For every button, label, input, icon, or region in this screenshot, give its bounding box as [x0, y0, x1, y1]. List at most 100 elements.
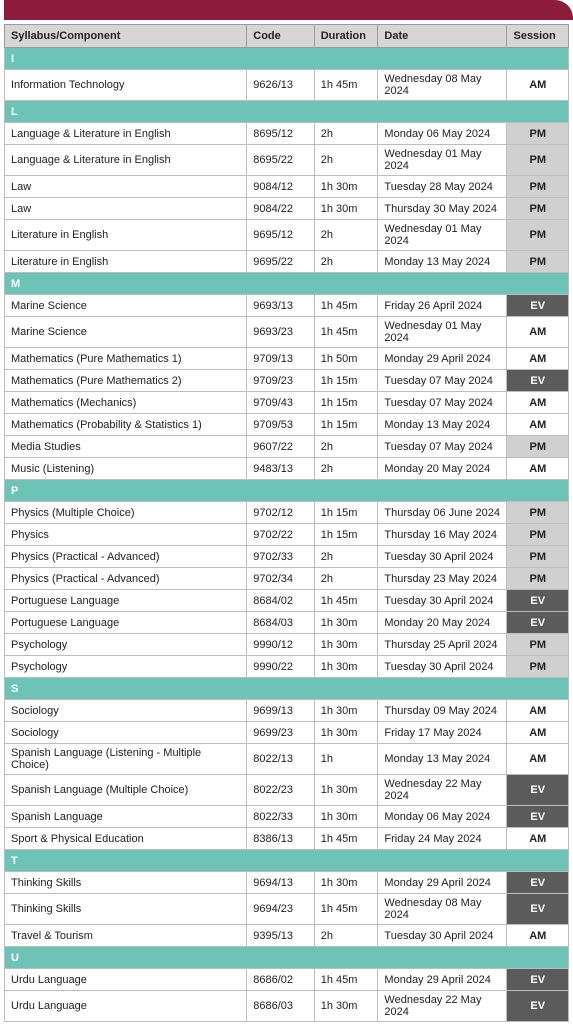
cell-code: 9990/12 [247, 634, 314, 656]
cell-syl: Physics [5, 524, 247, 546]
cell-date: Monday 29 April 2024 [378, 348, 507, 370]
table-row: Media Studies9607/222hTuesday 07 May 202… [5, 436, 569, 458]
cell-code: 9695/12 [247, 220, 314, 251]
section-letter: U [5, 947, 569, 969]
cell-syl: Mathematics (Pure Mathematics 2) [5, 370, 247, 392]
cell-syl: Sociology [5, 722, 247, 744]
table-row: Law9084/221h 30mThursday 30 May 2024PM [5, 198, 569, 220]
table-row: Physics9702/221h 15mThursday 16 May 2024… [5, 524, 569, 546]
cell-syl: Marine Science [5, 317, 247, 348]
cell-syl: Mathematics (Pure Mathematics 1) [5, 348, 247, 370]
header-syllabus: Syllabus/Component [5, 25, 247, 48]
table-row: Sociology9699/131h 30mThursday 09 May 20… [5, 700, 569, 722]
cell-code: 9702/12 [247, 502, 314, 524]
cell-code: 9694/13 [247, 872, 314, 894]
table-row: Marine Science9693/131h 45mFriday 26 Apr… [5, 295, 569, 317]
cell-code: 9626/13 [247, 70, 314, 101]
cell-dur: 1h 15m [314, 502, 378, 524]
cell-syl: Law [5, 198, 247, 220]
cell-date: Monday 06 May 2024 [378, 806, 507, 828]
header-duration: Duration [314, 25, 378, 48]
cell-date: Tuesday 28 May 2024 [378, 176, 507, 198]
cell-syl: Thinking Skills [5, 894, 247, 925]
cell-dur: 1h 30m [314, 634, 378, 656]
table-row: Information Technology9626/131h 45mWedne… [5, 70, 569, 101]
cell-syl: Travel & Tourism [5, 925, 247, 947]
cell-dur: 1h 30m [314, 722, 378, 744]
table-row: Sport & Physical Education8386/131h 45mF… [5, 828, 569, 850]
cell-syl: Portuguese Language [5, 590, 247, 612]
cell-session: EV [507, 806, 569, 828]
cell-code: 9483/13 [247, 458, 314, 480]
cell-dur: 1h 45m [314, 590, 378, 612]
cell-syl: Psychology [5, 634, 247, 656]
cell-session: PM [507, 634, 569, 656]
cell-syl: Mathematics (Probability & Statistics 1) [5, 414, 247, 436]
cell-date: Tuesday 30 April 2024 [378, 925, 507, 947]
cell-code: 8022/13 [247, 744, 314, 775]
cell-date: Monday 06 May 2024 [378, 123, 507, 145]
cell-code: 9702/22 [247, 524, 314, 546]
cell-date: Friday 24 May 2024 [378, 828, 507, 850]
cell-code: 9395/13 [247, 925, 314, 947]
header-session: Session [507, 25, 569, 48]
cell-syl: Portuguese Language [5, 612, 247, 634]
cell-date: Monday 29 April 2024 [378, 872, 507, 894]
table-row: Physics (Multiple Choice)9702/121h 15mTh… [5, 502, 569, 524]
cell-syl: Spanish Language (Multiple Choice) [5, 775, 247, 806]
cell-session: EV [507, 872, 569, 894]
cell-session: EV [507, 894, 569, 925]
cell-dur: 1h 30m [314, 176, 378, 198]
cell-dur: 1h 15m [314, 392, 378, 414]
cell-session: AM [507, 70, 569, 101]
cell-code: 9699/13 [247, 700, 314, 722]
section-s: S [5, 678, 569, 700]
cell-date: Wednesday 01 May 2024 [378, 317, 507, 348]
table-row: Mathematics (Probability & Statistics 1)… [5, 414, 569, 436]
cell-dur: 1h 30m [314, 656, 378, 678]
table-row: Psychology9990/121h 30mThursday 25 April… [5, 634, 569, 656]
cell-date: Thursday 06 June 2024 [378, 502, 507, 524]
cell-date: Friday 17 May 2024 [378, 722, 507, 744]
table-row: Law9084/121h 30mTuesday 28 May 2024PM [5, 176, 569, 198]
table-row: Language & Literature in English8695/122… [5, 123, 569, 145]
cell-syl: Law [5, 176, 247, 198]
section-letter: I [5, 48, 569, 70]
cell-date: Tuesday 07 May 2024 [378, 392, 507, 414]
cell-code: 9694/23 [247, 894, 314, 925]
cell-syl: Spanish Language [5, 806, 247, 828]
table-row: Physics (Practical - Advanced)9702/342hT… [5, 568, 569, 590]
section-u: U [5, 947, 569, 969]
cell-date: Wednesday 22 May 2024 [378, 991, 507, 1022]
cell-syl: Information Technology [5, 70, 247, 101]
cell-code: 8022/23 [247, 775, 314, 806]
cell-code: 9084/22 [247, 198, 314, 220]
cell-code: 9693/23 [247, 317, 314, 348]
cell-date: Monday 20 May 2024 [378, 458, 507, 480]
cell-date: Friday 26 April 2024 [378, 295, 507, 317]
cell-code: 9702/34 [247, 568, 314, 590]
cell-session: AM [507, 828, 569, 850]
cell-code: 8695/22 [247, 145, 314, 176]
header-row: Syllabus/Component Code Duration Date Se… [5, 25, 569, 48]
cell-dur: 1h 45m [314, 969, 378, 991]
cell-session: PM [507, 123, 569, 145]
cell-date: Thursday 16 May 2024 [378, 524, 507, 546]
cell-code: 8022/33 [247, 806, 314, 828]
cell-session: PM [507, 524, 569, 546]
cell-session: EV [507, 612, 569, 634]
table-row: Spanish Language (Multiple Choice)8022/2… [5, 775, 569, 806]
cell-syl: Physics (Multiple Choice) [5, 502, 247, 524]
cell-session: AM [507, 348, 569, 370]
section-l: L [5, 101, 569, 123]
cell-session: AM [507, 458, 569, 480]
cell-date: Tuesday 30 April 2024 [378, 656, 507, 678]
cell-session: PM [507, 251, 569, 273]
cell-session: PM [507, 198, 569, 220]
cell-syl: Language & Literature in English [5, 145, 247, 176]
cell-date: Thursday 23 May 2024 [378, 568, 507, 590]
cell-syl: Physics (Practical - Advanced) [5, 568, 247, 590]
cell-dur: 2h [314, 123, 378, 145]
cell-date: Monday 13 May 2024 [378, 414, 507, 436]
cell-date: Monday 20 May 2024 [378, 612, 507, 634]
